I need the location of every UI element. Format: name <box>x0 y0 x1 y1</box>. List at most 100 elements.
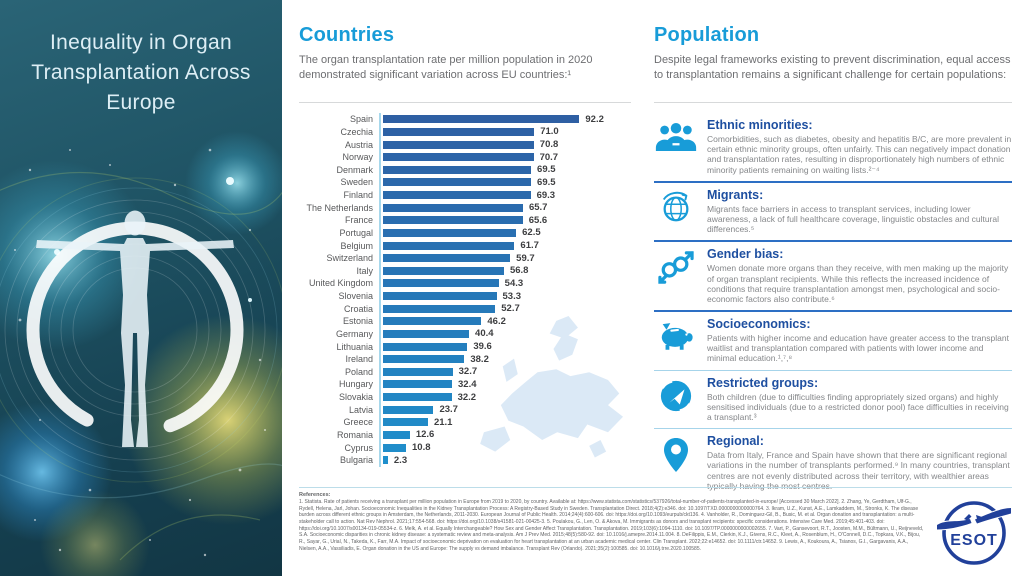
references-text: 1. Statista. Rate of patients receiving … <box>299 499 924 552</box>
bar-track: 62.5 <box>379 226 644 240</box>
item-title: Gender bias: <box>707 247 784 262</box>
page-title: Inequality in Organ Transplantation Acro… <box>31 31 251 114</box>
country-label: United Kingdom <box>308 278 373 289</box>
bar <box>383 329 470 338</box>
bar-value: 38.2 <box>470 353 489 365</box>
people-group-icon <box>654 118 698 175</box>
bar-track: 92.2 <box>379 113 644 126</box>
bar-track: 52.7 <box>379 302 644 315</box>
chart-row: The Netherlands 65.7 <box>299 201 644 214</box>
chart-row: Portugal 62.5 <box>299 226 644 240</box>
chart-row: Croatia 52.7 <box>299 302 644 315</box>
bar <box>383 380 452 389</box>
bar-value: 32.2 <box>457 391 477 403</box>
bar-track: 56.8 <box>379 264 644 278</box>
bar-value: 52.7 <box>501 303 520 315</box>
country-label: Norway <box>342 152 373 163</box>
bar-track: 61.7 <box>379 239 644 252</box>
country-label: Croatia <box>343 303 373 314</box>
population-item-gender-bias: Gender bias: Women donate more organs th… <box>654 242 1012 313</box>
country-label: Hungary <box>338 379 373 390</box>
bar-value: 2.3 <box>393 454 408 466</box>
population-divider <box>654 102 1012 103</box>
references-block: References: 1. Statista. Rate of patient… <box>299 492 927 553</box>
bar-track: 46.2 <box>379 315 644 328</box>
bar-value: 61.7 <box>520 240 539 252</box>
chart-row: Romania 12.6 <box>299 428 644 442</box>
bar-value: 69.3 <box>536 189 556 201</box>
bar-track: 54.3 <box>379 277 644 290</box>
population-item-restricted-groups: Restricted groups: Both children (due to… <box>654 371 1012 430</box>
country-label: Estonia <box>342 316 373 327</box>
bar-track: 71.0 <box>379 125 644 139</box>
bar-value: 71.0 <box>540 126 559 138</box>
population-subtitle: Despite legal frameworks existing to pre… <box>654 54 1011 81</box>
bar <box>383 266 504 275</box>
bar <box>383 317 482 326</box>
countries-divider <box>299 102 631 103</box>
chart-row: Germany 40.4 <box>299 327 644 341</box>
bar <box>383 367 453 376</box>
bar-value: 12.6 <box>415 429 435 441</box>
item-title: Socioeconomics: <box>707 317 811 332</box>
bar <box>383 456 388 465</box>
countries-heading: Countries <box>299 24 395 46</box>
bar-value: 46.2 <box>487 315 506 327</box>
chart-row: Poland 32.7 <box>299 365 644 379</box>
population-items: Ethnic minorities: Comorbidities, such a… <box>654 113 1012 497</box>
chart-row: Greece 21.1 <box>299 416 644 429</box>
bar-value: 32.4 <box>458 378 477 390</box>
country-label: Finland <box>343 190 373 201</box>
chart-row: Cyprus 10.8 <box>299 441 644 454</box>
bar <box>383 355 465 364</box>
bar <box>383 165 532 174</box>
chart-row: Bulgaria 2.3 <box>299 453 644 467</box>
chart-row: Slovakia 32.2 <box>299 390 644 404</box>
country-label: Ireland <box>345 354 373 365</box>
bar-track: 23.7 <box>379 403 644 416</box>
bar-value: 32.7 <box>458 366 478 378</box>
bar-track: 32.2 <box>379 390 644 404</box>
bar-track: 32.4 <box>379 378 644 391</box>
population-item-ethnic-minorities: Ethnic minorities: Comorbidities, such a… <box>654 113 1012 183</box>
country-label: Denmark <box>336 164 373 175</box>
country-label: France <box>344 215 373 226</box>
bar <box>383 292 497 301</box>
protected-hands-icon <box>654 376 698 423</box>
bar <box>383 115 580 124</box>
chart-row: Austria 70.8 <box>299 138 644 151</box>
country-label: Poland <box>344 366 373 377</box>
chart-row: Lithuania 39.6 <box>299 340 644 353</box>
esot-logo-text: ESOT <box>950 532 998 549</box>
bar <box>383 216 523 225</box>
bar-track: 69.5 <box>379 163 644 177</box>
bar-track: 69.5 <box>379 176 644 189</box>
bar <box>383 178 532 187</box>
population-item-migrants: Migrants: Migrants face barriers in acce… <box>654 183 1012 243</box>
country-label: Portugal <box>339 227 373 238</box>
transplant-rate-bar-chart: Spain 92.2 Czechia 71.0 Austria 70.8 Norway 70.… <box>299 113 644 475</box>
item-text: Both children (due to difficulties findi… <box>707 391 1009 422</box>
bar-value: 10.8 <box>412 442 431 454</box>
chart-row: Estonia 46.2 <box>299 315 644 328</box>
country-label: The Netherlands <box>306 202 373 213</box>
item-title: Migrants: <box>707 187 764 202</box>
chart-row: Czechia 71.0 <box>299 125 644 139</box>
bar-value: 39.6 <box>473 341 492 353</box>
bar <box>383 140 534 149</box>
country-label: Slovakia <box>338 392 373 403</box>
item-title: Restricted groups: <box>707 375 819 390</box>
bar-track: 21.1 <box>379 416 644 429</box>
population-heading: Population <box>654 24 760 46</box>
chart-row: Switzerland 59.7 <box>299 251 644 265</box>
bar <box>383 342 468 351</box>
bar-value: 56.8 <box>509 265 529 277</box>
body-wireframe-art <box>0 131 282 576</box>
bar <box>383 418 428 427</box>
bar-value: 65.7 <box>528 202 548 214</box>
map-pin-icon <box>654 434 698 491</box>
chart-row: France 65.6 <box>299 214 644 227</box>
item-text: Data from Italy, France and Spain have s… <box>707 450 1010 491</box>
bar-value: 23.7 <box>439 404 458 416</box>
chart-row: Belgium 61.7 <box>299 239 644 252</box>
